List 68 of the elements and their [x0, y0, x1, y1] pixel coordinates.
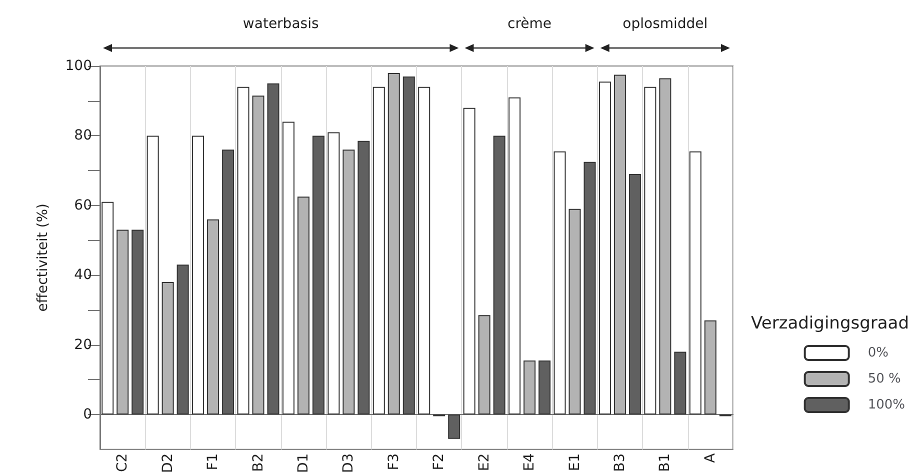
- bar: [598, 82, 611, 414]
- bar: [402, 76, 415, 414]
- legend-label: 50 %: [868, 372, 901, 386]
- x-tick-label: A: [702, 452, 718, 463]
- bar: [689, 151, 702, 414]
- bar: [328, 132, 340, 414]
- x-tick-label: D1: [295, 453, 312, 473]
- bar: [478, 315, 490, 414]
- text: oplosmiddel: [622, 16, 708, 32]
- bar: [538, 360, 551, 414]
- bar: [146, 136, 159, 414]
- bar: [162, 282, 174, 414]
- legend-title: Verzadigingsgraad: [751, 314, 910, 334]
- bar: [568, 208, 581, 414]
- x-tick-label: F1: [205, 453, 222, 470]
- x-tick-label: E4: [522, 453, 538, 472]
- y-tick-label: 0: [83, 406, 92, 422]
- bar: [342, 150, 355, 414]
- bar: [116, 230, 129, 414]
- bar: [358, 140, 370, 414]
- bar: [674, 352, 686, 414]
- x-tick-label: E1: [566, 453, 583, 472]
- bar: [176, 264, 189, 414]
- bar: [207, 219, 220, 414]
- bar: [644, 86, 656, 414]
- x-tick-label: F2: [431, 453, 448, 470]
- legend-label: 100%: [868, 398, 906, 412]
- bar: [418, 86, 430, 414]
- y-axis-title: effectiviteit (%): [35, 204, 51, 312]
- bar: [614, 74, 626, 414]
- bar: [222, 150, 234, 414]
- bar: [463, 108, 476, 414]
- y-tick-label: 100: [65, 58, 92, 74]
- bar: [493, 136, 506, 414]
- bar: [704, 320, 716, 414]
- x-tick-label: B2: [250, 453, 266, 472]
- bar: [554, 151, 566, 414]
- bar: [508, 97, 521, 414]
- bar: [524, 360, 536, 414]
- bar: [388, 72, 400, 414]
- bar: [192, 136, 204, 414]
- bar: [267, 83, 280, 414]
- y-tick-label: 20: [74, 336, 92, 353]
- x-tick-label: C2: [114, 453, 131, 472]
- x-tick-label: B3: [612, 453, 628, 472]
- bar: [252, 96, 264, 414]
- y-tick-label: 40: [74, 267, 92, 284]
- bar: [132, 230, 144, 414]
- bar: [297, 196, 310, 414]
- bar: [659, 78, 672, 414]
- bar: [584, 162, 596, 414]
- x-tick-label: D2: [160, 453, 176, 473]
- bar: [312, 136, 324, 414]
- x-tick-label: B1: [657, 453, 674, 472]
- bar: [282, 122, 294, 414]
- text: waterbasis: [242, 16, 319, 32]
- bar: [237, 86, 250, 414]
- x-tick-label: E2: [476, 453, 492, 472]
- bar: [628, 174, 641, 414]
- bar: [448, 414, 460, 439]
- x-tick-label: D3: [340, 453, 357, 473]
- bar: [102, 202, 114, 414]
- y-tick-label: 60: [74, 197, 92, 214]
- y-tick-label: 80: [74, 128, 92, 144]
- legend-label: 0%: [868, 346, 888, 360]
- bar: [372, 86, 385, 414]
- text: crème: [508, 16, 552, 32]
- x-tick-label: F3: [386, 453, 402, 470]
